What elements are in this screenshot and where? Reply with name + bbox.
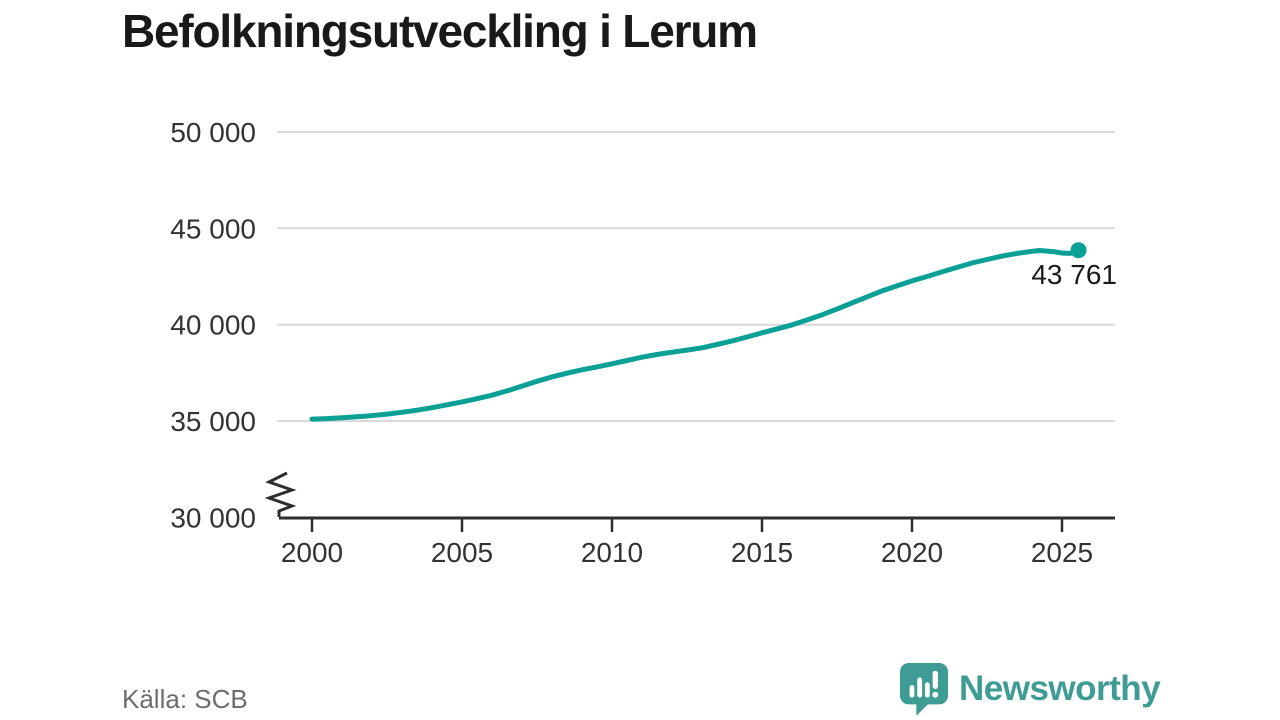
y-tick-label: 35 000 [170,406,256,437]
newsworthy-speech-bubble-chart-icon [899,663,949,716]
source-note: Källa: SCB [122,684,248,714]
x-tick-label: 2000 [281,537,343,568]
latest-point-dot [1070,242,1087,259]
chart-title: Befolkningsutveckling i Lerum [122,5,758,57]
bar-icon-small [909,685,915,698]
gridlines-layer [277,131,1115,422]
x-tick-label: 2025 [1031,537,1093,568]
data-line-layer [309,242,1087,422]
newsworthy-wordmark: Newsworthy [959,669,1161,708]
x-tick-label: 2010 [581,537,643,568]
y-tick-label: 45 000 [170,213,256,244]
population-line [309,248,1081,422]
bar-icon-tall [917,677,923,698]
y-tick-label: 50 000 [170,117,256,148]
axes-layer: 50 000 45 000 40 000 35 000 30 000 2000 2005 20… [170,117,1115,568]
x-tick-label: 2005 [431,537,493,568]
y-tick-label: 30 000 [170,502,256,533]
exclamation-dot-icon [932,691,939,698]
y-axis-break-icon [264,471,297,517]
newsworthy-logo: Newsworthy [899,662,1161,716]
x-tick-label: 2015 [731,537,793,568]
speech-bubble-shape [899,663,949,716]
exclamation-stem-icon [932,670,938,689]
x-tick-label: 2020 [881,537,943,568]
bar-icon-medium [924,682,930,698]
y-tick-label: 40 000 [170,310,256,341]
latest-value-label: 43 761 [1031,259,1117,290]
